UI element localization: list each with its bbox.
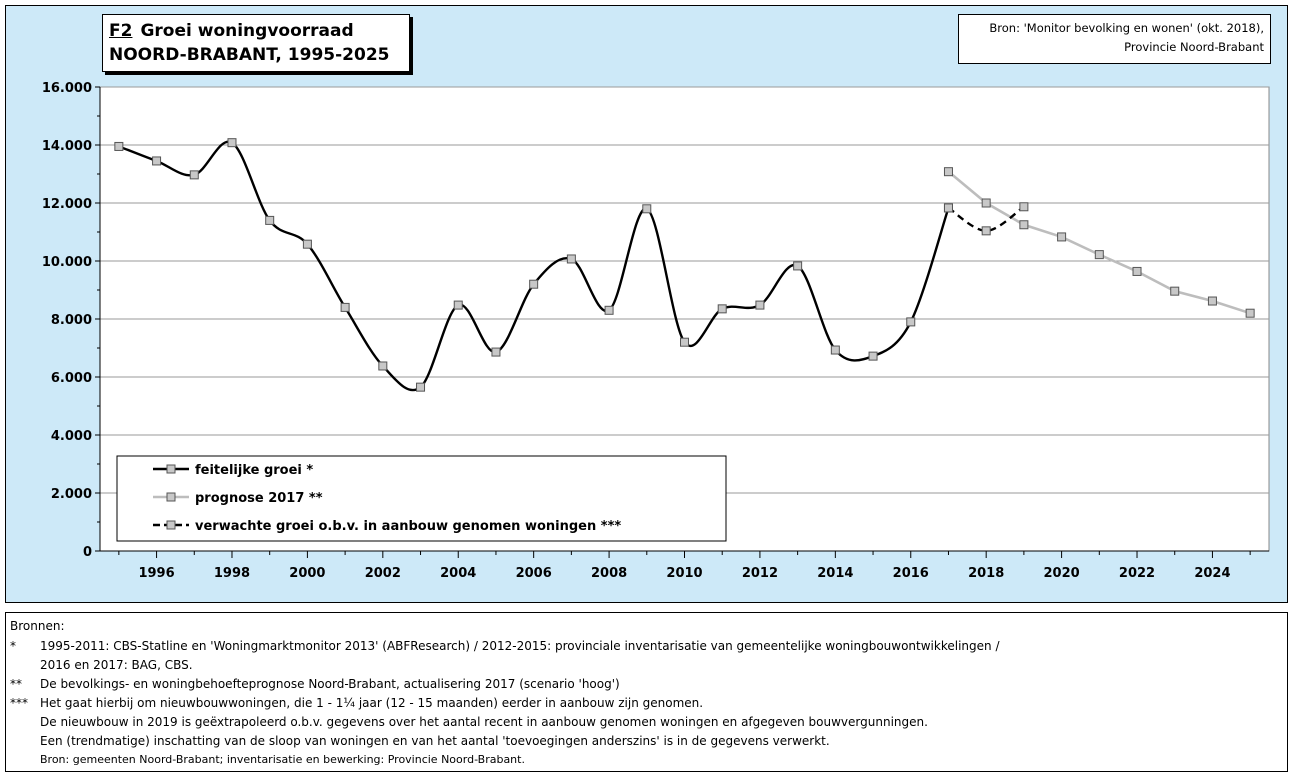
data-point-0	[529, 279, 539, 289]
data-point-0	[378, 361, 388, 371]
x-tick-label: 2014	[817, 566, 853, 581]
legend-label: prognose 2017 **	[195, 491, 323, 506]
source-line1: Bron: 'Monitor bevolking en wonen' (okt.…	[989, 21, 1264, 35]
line-chart: 0 2.000 4.000 6.000 8.000 10.000 12.000 14.000 1…	[42, 81, 1270, 581]
chart-panel: 0 2.000 4.000 6.000 8.000 10.000 12.000 14.000 1…	[5, 5, 1288, 603]
y-tick-label: 16.000	[42, 81, 92, 96]
chart-title-line1: Groei woningvoorraad	[140, 21, 354, 41]
data-point-1	[981, 198, 991, 208]
legend-box	[116, 455, 727, 542]
note-3-line-3: Een (trendmatige) inschatting van de slo…	[40, 734, 830, 748]
notes-heading: Bronnen:	[10, 619, 65, 633]
x-tick-label: 1998	[214, 566, 250, 581]
chart-title-box: F2 Groei woningvoorraad NOORD-BRABANT, 19…	[102, 14, 410, 72]
note-3-line-1: Het gaat hierbij om nieuwbouwwoningen, d…	[40, 696, 704, 710]
x-tick-label: 2024	[1194, 566, 1230, 581]
note-mark-1: *	[10, 639, 16, 653]
x-tick-label: 2016	[893, 566, 929, 581]
note-1-line-2: 2016 en 2017: BAG, CBS.	[40, 658, 193, 672]
data-point-0	[265, 215, 275, 225]
y-tick-label: 6.000	[51, 371, 92, 386]
data-point-1	[1019, 220, 1029, 230]
chart-source-box: Bron: 'Monitor bevolking en wonen' (okt.…	[958, 14, 1271, 64]
data-point-0	[906, 317, 916, 327]
note-3-line-2: De nieuwbouw in 2019 is geëxtrapoleerd o…	[40, 715, 928, 729]
data-point-2	[943, 203, 953, 213]
data-point-1	[1057, 232, 1067, 242]
data-point-0	[680, 337, 689, 347]
y-tick-label: 14.000	[42, 139, 92, 154]
y-tick-label: 10.000	[42, 255, 92, 270]
x-tick-label: 1996	[138, 566, 174, 581]
x-tick-label: 2000	[289, 566, 325, 581]
x-tick-label: 2004	[440, 566, 476, 581]
legend-swatch-marker	[166, 492, 176, 502]
y-tick-label: 4.000	[51, 429, 92, 444]
data-point-0	[755, 300, 765, 310]
data-point-0	[302, 239, 312, 249]
data-point-0	[642, 204, 652, 214]
notes-box: Bronnen: * 1995-2011: CBS-Statline en 'W…	[5, 612, 1288, 772]
chart-title-line2: NOORD-BRABANT, 1995-2025	[109, 45, 390, 65]
x-tick-label: 2020	[1044, 566, 1080, 581]
x-tick-label: 2018	[968, 566, 1004, 581]
y-tick-label: 0	[83, 545, 92, 560]
data-point-0	[491, 347, 501, 357]
y-tick-label: 8.000	[51, 313, 92, 328]
data-point-0	[152, 156, 162, 166]
notes-footer: Bron: gemeenten Noord-Brabant; inventari…	[40, 753, 525, 766]
data-point-0	[453, 300, 463, 310]
legend-label: verwachte groei o.b.v. in aanbouw genome…	[195, 519, 621, 534]
data-point-1	[1132, 266, 1142, 276]
y-tick-label: 12.000	[42, 197, 92, 212]
legend-swatch-marker	[166, 520, 176, 530]
data-point-0	[868, 351, 878, 361]
data-point-0	[189, 170, 199, 180]
note-mark-3: ***	[10, 696, 28, 710]
x-tick-label: 2010	[666, 566, 702, 581]
note-2-line-1: De bevolkings- en woningbehoefteprognose…	[40, 677, 620, 691]
x-tick-label: 2008	[591, 566, 627, 581]
data-point-0	[793, 261, 803, 271]
note-mark-2: **	[10, 677, 22, 691]
figure-code: F2	[109, 21, 133, 41]
x-tick-label: 2022	[1119, 566, 1155, 581]
data-point-0	[227, 138, 237, 148]
data-point-1	[1094, 250, 1104, 260]
legend-label: feitelijke groei *	[195, 463, 313, 478]
data-point-1	[1245, 308, 1255, 318]
data-point-2	[1019, 202, 1029, 212]
data-point-2	[981, 226, 991, 236]
legend-swatch-marker	[166, 464, 176, 474]
x-tick-label: 2012	[742, 566, 778, 581]
x-tick-label: 2002	[365, 566, 401, 581]
data-point-0	[604, 305, 614, 315]
data-point-0	[566, 254, 576, 264]
data-point-0	[416, 382, 426, 392]
data-point-0	[340, 302, 350, 312]
note-1-line-1: 1995-2011: CBS-Statline en 'Woningmarktm…	[40, 639, 1000, 653]
data-point-1	[1207, 296, 1217, 306]
data-point-1	[943, 167, 953, 177]
data-point-0	[717, 304, 727, 314]
y-tick-label: 2.000	[51, 487, 92, 502]
data-point-0	[830, 345, 840, 355]
data-point-0	[114, 141, 124, 151]
data-point-1	[1170, 286, 1180, 296]
x-tick-label: 2006	[516, 566, 552, 581]
source-line2: Provincie Noord-Brabant	[1124, 40, 1264, 54]
